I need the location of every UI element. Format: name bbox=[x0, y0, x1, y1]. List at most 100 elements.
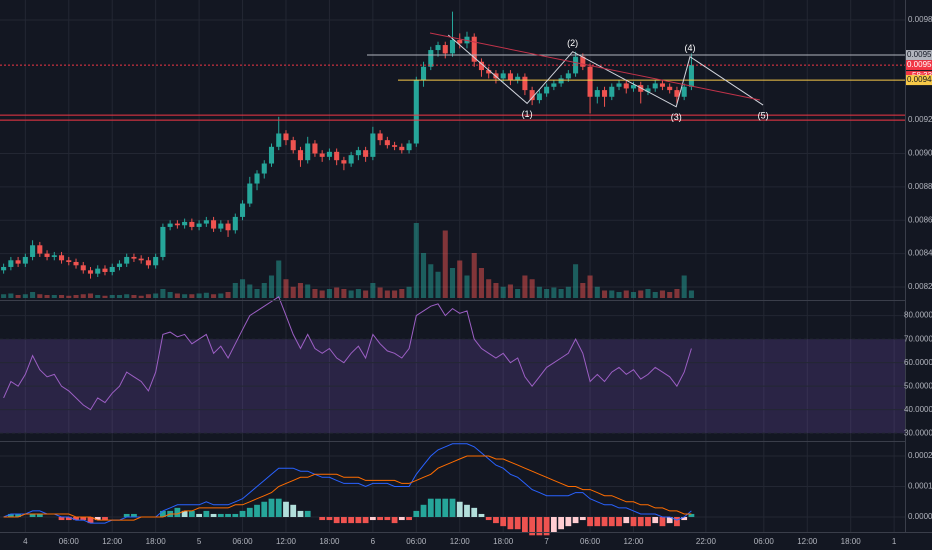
candle-body bbox=[500, 73, 506, 79]
marks-layer bbox=[0, 11, 905, 536]
macd-histogram-bar bbox=[203, 510, 210, 518]
macd-histogram-bar bbox=[210, 513, 217, 518]
candle-body bbox=[44, 253, 50, 257]
x-tick-label: 06:00 bbox=[233, 537, 254, 546]
candle-body bbox=[87, 270, 94, 274]
volume-bar bbox=[355, 289, 361, 298]
macd-histogram-bar bbox=[384, 517, 391, 521]
candle-body bbox=[681, 86, 687, 97]
volume-bar bbox=[602, 290, 608, 298]
volume-bar bbox=[529, 279, 535, 298]
candle-body bbox=[529, 90, 535, 101]
macd-histogram-bar bbox=[623, 517, 630, 524]
macd-histogram-bar bbox=[543, 517, 550, 536]
candle-body bbox=[406, 143, 412, 151]
candle-body bbox=[602, 90, 608, 97]
volume-bar bbox=[507, 284, 513, 298]
candle-body bbox=[232, 216, 238, 231]
x-tick-label: 12:00 bbox=[276, 537, 297, 546]
macd-histogram-bar bbox=[587, 517, 593, 527]
volume-bar bbox=[95, 295, 101, 298]
candle-body bbox=[544, 86, 550, 94]
macd-histogram-bar bbox=[341, 517, 347, 524]
x-tick-label: 12:00 bbox=[797, 537, 818, 546]
volume-bar bbox=[544, 289, 550, 298]
macd-histogram-bar bbox=[608, 517, 615, 527]
macd-histogram-bar bbox=[36, 513, 43, 518]
macd-histogram-bar bbox=[435, 498, 441, 518]
macd-histogram-bar bbox=[522, 517, 528, 533]
y-tick-label: 0.00820 bbox=[908, 282, 932, 291]
macd-histogram-bar bbox=[275, 498, 282, 518]
x-tick-label: 18:00 bbox=[319, 537, 340, 546]
macd-histogram-bar bbox=[239, 510, 246, 518]
macd-histogram-bar bbox=[232, 513, 239, 518]
candle-body bbox=[471, 36, 477, 62]
candle-body bbox=[73, 261, 79, 266]
candle-body bbox=[297, 150, 303, 161]
macd-histogram-bar bbox=[572, 517, 579, 524]
candle-body bbox=[435, 45, 441, 51]
candle-body bbox=[203, 220, 209, 224]
volume-bar bbox=[384, 290, 390, 298]
candle-body bbox=[124, 256, 130, 264]
candle-body bbox=[667, 86, 673, 91]
macd-histogram-bar bbox=[94, 517, 101, 521]
macd-histogram-bar bbox=[652, 517, 659, 524]
volume-bar bbox=[297, 283, 303, 298]
macd-histogram-bar bbox=[29, 513, 36, 518]
macd-histogram-bar bbox=[565, 517, 572, 527]
volume-bar bbox=[124, 294, 130, 298]
wave-line bbox=[447, 34, 764, 108]
volume-bar bbox=[421, 253, 427, 298]
x-tick-label: 12:00 bbox=[450, 537, 471, 546]
candle-body bbox=[630, 85, 637, 89]
price-level-box bbox=[906, 50, 932, 61]
volume-bar bbox=[464, 275, 470, 298]
volume-bar bbox=[478, 268, 484, 298]
macd-histogram-bar bbox=[225, 513, 231, 518]
macd-histogram-bar bbox=[196, 513, 202, 518]
macd-histogram-bar bbox=[485, 517, 492, 521]
volume-bar bbox=[630, 292, 637, 298]
candle-body bbox=[355, 150, 361, 156]
candle-body bbox=[1, 266, 7, 271]
rsi-line bbox=[3, 296, 692, 411]
macd-histogram-bar bbox=[15, 513, 21, 518]
volume-bar bbox=[573, 264, 579, 298]
candle-body bbox=[247, 183, 253, 204]
candle-body bbox=[153, 256, 159, 266]
macd-histogram-bar bbox=[601, 517, 608, 527]
candle-body bbox=[457, 40, 463, 44]
candle-body bbox=[174, 223, 180, 226]
macd-histogram-bar bbox=[579, 517, 586, 521]
macd-histogram-bar bbox=[369, 517, 376, 521]
candle-body bbox=[688, 65, 694, 87]
volume-bar bbox=[334, 287, 340, 298]
volume-bar bbox=[428, 264, 434, 298]
candle-body bbox=[189, 221, 195, 227]
macd-histogram-bar bbox=[500, 517, 507, 527]
volume-bar bbox=[247, 284, 253, 298]
macd-histogram-bar bbox=[637, 517, 644, 527]
candle-body bbox=[377, 133, 383, 141]
volume-bar bbox=[348, 290, 354, 298]
rsi-tick-label: 80.0000 bbox=[904, 311, 932, 320]
volume-bar bbox=[59, 295, 65, 298]
wave-label: (4) bbox=[684, 43, 695, 53]
macd-histogram-bar bbox=[594, 517, 601, 527]
candle-body bbox=[254, 173, 260, 184]
x-tick-label: 12:00 bbox=[623, 537, 644, 546]
macd-histogram-bar bbox=[73, 517, 79, 521]
candle-body bbox=[522, 76, 528, 91]
candle-body bbox=[558, 78, 564, 84]
x-tick-label: 12:00 bbox=[102, 537, 123, 546]
macd-histogram-bar bbox=[181, 510, 188, 518]
candle-body bbox=[138, 258, 144, 261]
x-tick-label: 22:00 bbox=[696, 537, 717, 546]
